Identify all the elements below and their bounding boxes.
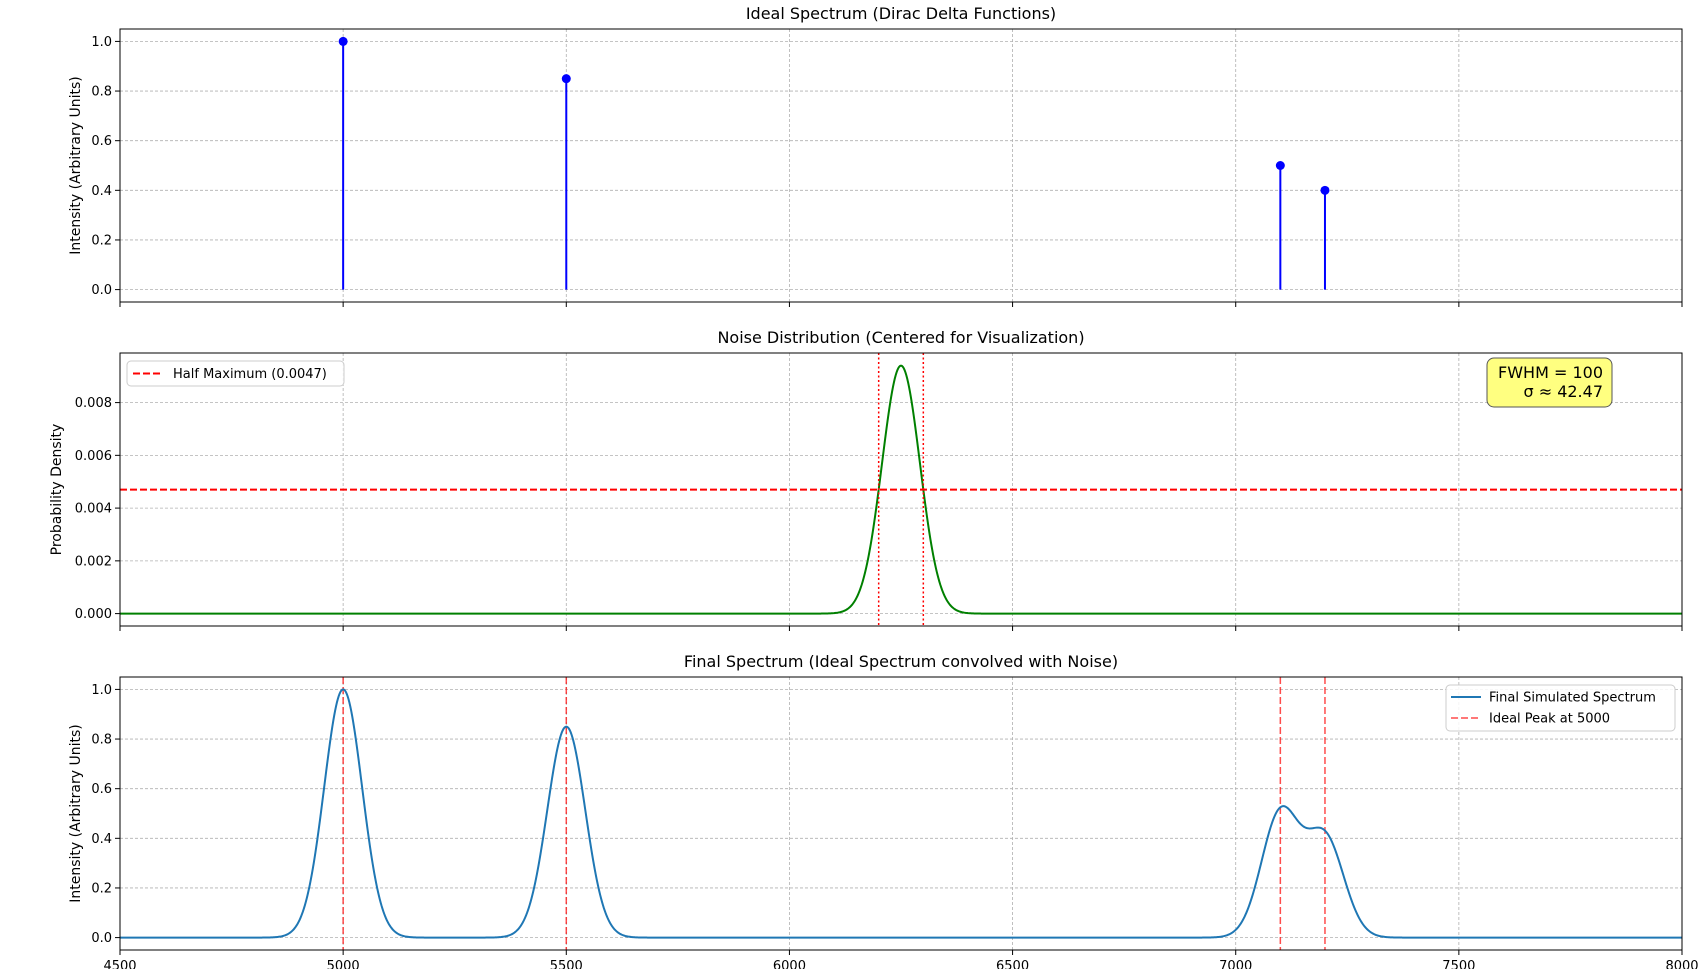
stem-marker [1275, 161, 1285, 170]
fwhm-annotation-box [1486, 357, 1613, 408]
y-tick-label: 0.8 [91, 85, 112, 100]
x-tick-label: 5500 [550, 959, 583, 969]
y-tick-label: 0.4 [91, 832, 112, 847]
axes-frame [119, 352, 1683, 627]
legend-label-final-spectrum: Final Simulated Spectrum [1489, 691, 1656, 706]
legend-box [126, 360, 345, 387]
y-tick-label: 1.0 [91, 35, 112, 50]
x-tick-label: 5000 [327, 959, 360, 969]
y-axis-label: Intensity (Arbitrary Units) [68, 76, 84, 255]
sigma-annotation-line2: σ ≈ 42.47 [1523, 382, 1603, 401]
panel-title: Final Spectrum (Ideal Spectrum convolved… [684, 652, 1118, 671]
y-tick-label: 1.0 [91, 683, 112, 698]
x-tick-label: 7500 [1442, 959, 1475, 969]
y-tick-label: 0.008 [75, 396, 112, 411]
legend-label-half-maximum: Half Maximum (0.0047) [173, 367, 327, 382]
ideal-spectrum-panel: 0.0 0.2 0.4 0.6 0.8 1.0 Ideal Spectrum (Dirac … [68, 4, 1683, 307]
y-tick-label: 0.004 [75, 502, 112, 517]
y-tick-label: 0.0 [91, 283, 112, 298]
x-tick-label: 6000 [773, 959, 806, 969]
axes-frame [119, 676, 1683, 951]
final-spectrum-panel: 0.0 0.2 0.4 0.6 0.8 1.0 4500 5000 5500 6000 6500 70… [68, 652, 1699, 969]
legend-label-ideal-peak: Ideal Peak at 5000 [1489, 712, 1610, 727]
x-tick-label: 7000 [1219, 959, 1252, 969]
final-spectrum-curve [120, 688, 1682, 939]
y-tick-label: 0.0 [91, 931, 112, 946]
y-tick-label: 0.4 [91, 184, 112, 199]
panel-title: Ideal Spectrum (Dirac Delta Functions) [746, 4, 1056, 23]
noise-distribution-panel: 0.000 0.002 0.004 0.006 0.008 Noise Distribut… [49, 328, 1683, 631]
x-tick-label: 4500 [103, 959, 136, 969]
y-tick-label: 0.002 [75, 554, 112, 569]
stem-marker [1320, 185, 1330, 195]
panel-title: Noise Distribution (Centered for Visuali… [717, 328, 1084, 347]
stem-marker [338, 36, 348, 46]
y-tick-label: 0.6 [91, 134, 112, 149]
fwhm-annotation-line1: FWHM = 100 [1498, 363, 1603, 382]
y-tick-label: 0.000 [75, 607, 112, 622]
y-axis-label: Intensity (Arbitrary Units) [68, 724, 84, 903]
x-tick-label: 6500 [996, 959, 1029, 969]
y-tick-label: 0.8 [91, 733, 112, 748]
noise-curve [120, 364, 1682, 615]
y-axis-label: Probability Density [49, 424, 65, 556]
stem-marker [561, 74, 571, 84]
x-tick-label: 8000 [1665, 959, 1698, 969]
legend-box [1445, 684, 1676, 732]
y-tick-label: 0.006 [75, 449, 112, 464]
axes-frame [119, 28, 1683, 303]
y-tick-label: 0.2 [91, 233, 112, 248]
y-tick-label: 0.2 [91, 881, 112, 896]
y-tick-label: 0.6 [91, 782, 112, 797]
